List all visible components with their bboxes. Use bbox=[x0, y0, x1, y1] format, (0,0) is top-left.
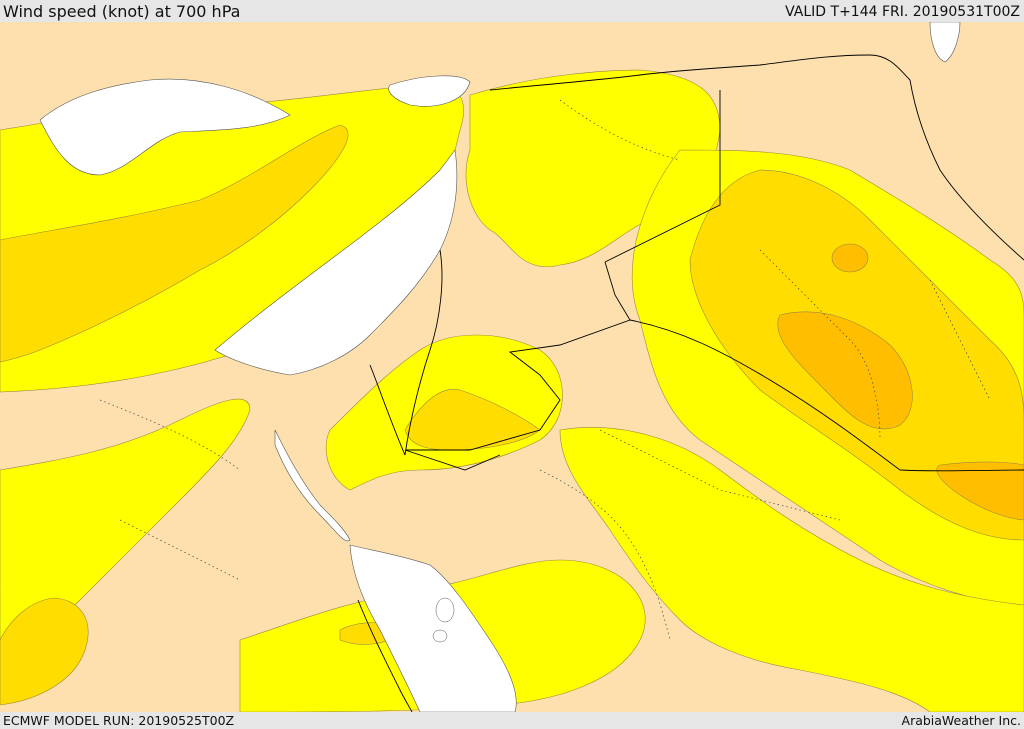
sea-lake-small bbox=[435, 597, 455, 623]
sea-black-sea-corner bbox=[388, 75, 471, 107]
wind-core-amber-small bbox=[831, 243, 869, 273]
country-borders bbox=[357, 54, 1024, 712]
map-title: Wind speed (knot) at 700 hPa bbox=[3, 2, 241, 21]
map-canvas bbox=[0, 22, 1024, 712]
wind-core-amber-east bbox=[777, 311, 913, 430]
sea-aegean bbox=[39, 78, 291, 176]
sea-red-sea bbox=[349, 544, 517, 712]
wind-band-yellow-southeast bbox=[559, 427, 1024, 712]
wind-core-amber-gulf bbox=[936, 461, 1024, 521]
sea-caspian bbox=[929, 22, 961, 63]
model-run-label: ECMWF MODEL RUN: 20190525T00Z bbox=[3, 713, 235, 728]
sea-lake-small-2 bbox=[432, 629, 448, 643]
wind-speed-map[interactable] bbox=[0, 22, 1024, 712]
header-bar: Wind speed (knot) at 700 hPa VALID T+144… bbox=[0, 0, 1024, 22]
sea-gulf-of-suez bbox=[274, 429, 351, 542]
wind-band-gold-med bbox=[0, 124, 349, 363]
valid-time: VALID T+144 FRI. 20190531T00Z bbox=[785, 4, 1020, 20]
footer-bar: ECMWF MODEL RUN: 20190525T00Z ArabiaWeat… bbox=[0, 712, 1024, 729]
province-borders bbox=[99, 99, 991, 641]
credit-label: ArabiaWeather Inc. bbox=[901, 713, 1021, 728]
wind-band-gold-egypt bbox=[0, 597, 89, 706]
